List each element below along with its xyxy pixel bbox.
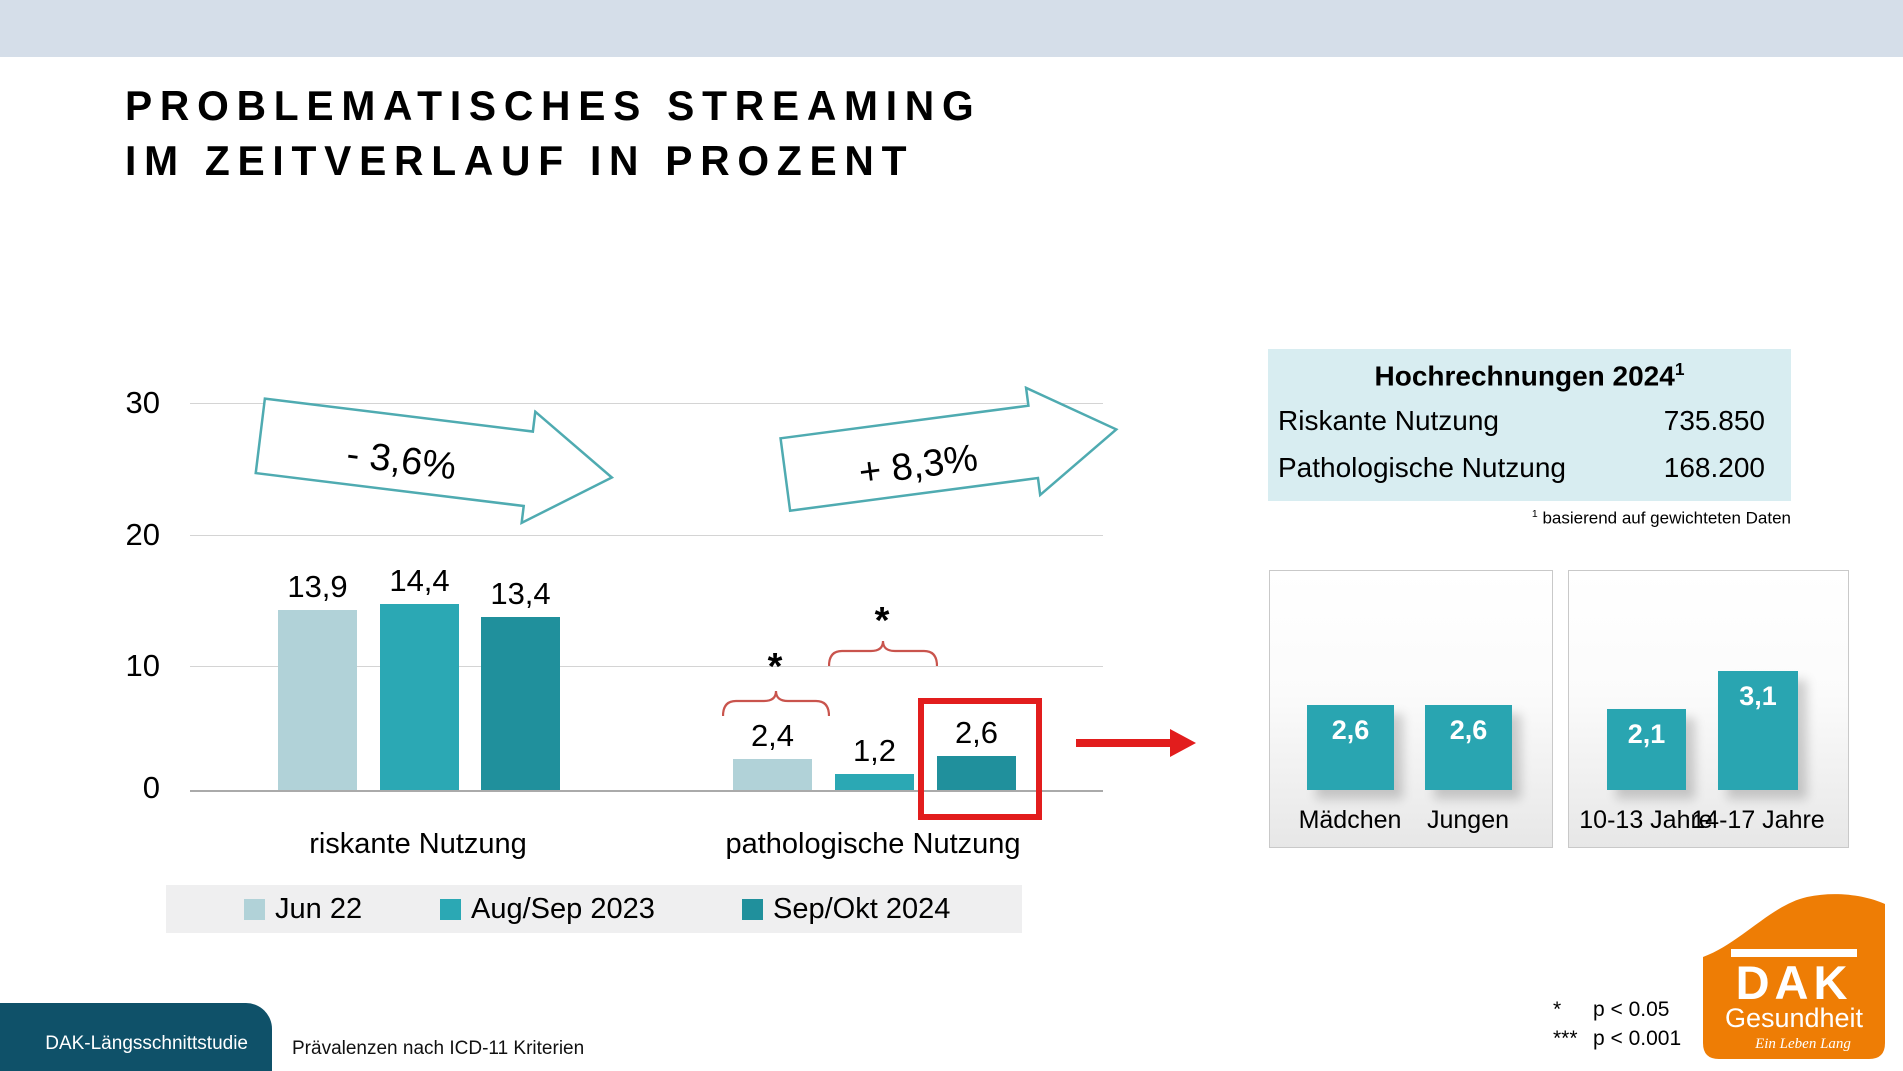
mini-bar-10-13: 2,1 — [1607, 709, 1686, 790]
mini-chart-age: 2,1 3,1 10-13 Jahre 14-17 Jahre — [1568, 570, 1849, 848]
projection-row-value: 735.850 — [1663, 405, 1765, 437]
footer-subtitle: Prävalenzen nach ICD-11 Kriterien — [292, 1038, 585, 1059]
sig-symbol-2: *** — [1553, 1027, 1578, 1050]
sig-text-1: p < 0.05 — [1593, 998, 1670, 1021]
bar-riskant-sepokt2024: 13,4 — [481, 402, 560, 790]
footer-study-tab-label: DAK-Längsschnittstudie — [45, 1033, 248, 1054]
bar-value-label: 13,9 — [287, 569, 348, 604]
slide-title-line2: IM ZEITVERLAUF IN PROZENT — [125, 137, 915, 184]
legend-item-jun22: Jun 22 — [244, 885, 362, 933]
legend-item-sepokt2024: Sep/Okt 2024 — [742, 885, 950, 933]
projection-table-title-sup: 1 — [1674, 359, 1685, 379]
gridline-20 — [190, 535, 1103, 536]
mini-bar-jungen: 2,6 — [1425, 705, 1512, 790]
mini-bar-14-17: 3,1 — [1718, 671, 1798, 790]
logo-brand-text: DAK — [1736, 956, 1853, 1009]
slide-title: PROBLEMATISCHES STREAMING IM ZEITVERLAUF… — [125, 78, 981, 188]
bar-fill — [733, 759, 812, 790]
bar-fill — [380, 604, 459, 790]
bar-value-label: 2,4 — [750, 718, 795, 753]
y-axis-tick-20: 20 — [125, 517, 160, 552]
projection-row-label: Riskante Nutzung — [1278, 405, 1500, 437]
bar-value-label: 13,4 — [490, 576, 551, 611]
footnote-sup: 1 — [1531, 508, 1538, 520]
projection-table-footnote: 1 basierend auf gewichteten Daten — [1268, 508, 1791, 529]
gridline-30 — [190, 403, 1103, 404]
category-label-riskante-nutzung: riskante Nutzung — [309, 828, 527, 860]
mini-cat-14-17: 14-17 Jahre — [1691, 806, 1825, 834]
bar-fill — [937, 756, 1016, 790]
block-arrow-right-icon — [254, 397, 615, 526]
mini-bar-value: 2,1 — [1627, 719, 1666, 749]
top-accent-bar — [0, 0, 1903, 57]
red-arrow-icon — [1076, 729, 1196, 757]
gridline-10 — [190, 666, 1103, 667]
projection-row-label: Pathologische Nutzung — [1278, 452, 1566, 484]
legend-label: Aug/Sep 2023 — [471, 892, 655, 925]
sig-text-2: p < 0.001 — [1593, 1027, 1682, 1050]
change-arrow-pathologisch: + 8,3% — [776, 374, 1130, 547]
mini-cat-maedchen: Mädchen — [1298, 806, 1402, 834]
projection-table: Hochrechnungen 20241 Riskante Nutzung 73… — [1268, 349, 1791, 501]
x-axis-baseline — [190, 790, 1103, 792]
category-label-pathologische-nutzung: pathologische Nutzung — [725, 828, 1021, 860]
significance-legend: * p < 0.05 *** p < 0.001 — [1553, 995, 1681, 1053]
chart-legend: Jun 22 Aug/Sep 2023 Sep/Okt 2024 — [166, 885, 1022, 933]
mini-cat-jungen: Jungen — [1426, 806, 1510, 834]
legend-label: Sep/Okt 2024 — [773, 892, 951, 925]
bar-pathologisch-sepokt2024: 2,6 — [937, 402, 1016, 790]
y-axis-tick-30: 30 — [125, 385, 160, 420]
highlight-box-2-6 — [918, 698, 1042, 820]
y-axis-tick-10: 10 — [125, 648, 160, 683]
slide-title-line1: PROBLEMATISCHES STREAMING — [125, 82, 982, 129]
bar-value-label: 1,2 — [852, 733, 897, 768]
legend-swatch — [440, 898, 461, 920]
change-arrow-riskant: - 3,6% — [249, 377, 623, 555]
bar-riskant-augsep2023: 14,4 — [380, 402, 459, 790]
mini-bar-value: 2,6 — [1331, 715, 1370, 745]
mini-chart-gender: 2,6 2,6 Mädchen Jungen — [1269, 570, 1553, 848]
bar-fill — [481, 617, 560, 790]
block-arrow-right-icon — [779, 385, 1119, 513]
footer-study-tab: DAK-Längsschnittstudie — [0, 1003, 272, 1071]
bar-value-label: 2,6 — [954, 715, 999, 750]
bar-riskant-jun22: 13,9 — [278, 402, 357, 790]
significance-brace-icon — [828, 640, 938, 667]
significance-asterisk-1: * — [767, 646, 783, 688]
bar-fill — [835, 774, 914, 790]
legend-swatch — [742, 898, 763, 920]
projection-row-value: 168.200 — [1663, 452, 1765, 484]
significance-brace-icon — [722, 690, 830, 717]
mini-bar-maedchen: 2,6 — [1307, 705, 1394, 790]
bar-chart-plot-area: 13,9 14,4 13,4 2,4 1,2 2,6 — [190, 402, 1103, 792]
bar-fill — [278, 610, 357, 790]
logo-overline — [1731, 949, 1857, 957]
bar-pathologisch-jun22: 2,4 — [733, 402, 812, 790]
projection-table-title: Hochrechnungen 20241 — [1268, 359, 1791, 392]
legend-label: Jun 22 — [275, 892, 363, 925]
logo-tagline-text: Ein Leben Lang — [1754, 1036, 1851, 1052]
logo-background — [1703, 894, 1885, 1059]
bar-value-label: 14,4 — [389, 563, 450, 598]
bar-pathologisch-augsep2023: 1,2 — [835, 402, 914, 790]
mini-bar-value: 3,1 — [1739, 681, 1777, 711]
legend-swatch — [244, 898, 265, 920]
projection-row-pathologisch: Pathologische Nutzung 168.200 — [1268, 452, 1791, 484]
footnote-text: basierend auf gewichteten Daten — [1542, 508, 1791, 528]
y-axis-tick-0: 0 — [142, 770, 160, 805]
significance-asterisk-2: * — [874, 600, 890, 642]
dak-gesundheit-logo: DAK Gesundheit Ein Leben Lang — [1703, 894, 1885, 1059]
projection-row-riskant: Riskante Nutzung 735.850 — [1268, 405, 1791, 437]
mini-bar-value: 2,6 — [1449, 715, 1488, 745]
mini-cat-10-13: 10-13 Jahre — [1579, 806, 1713, 834]
legend-item-augsep2023: Aug/Sep 2023 — [440, 885, 655, 933]
sig-symbol-1: * — [1553, 998, 1562, 1021]
logo-subbrand-text: Gesundheit — [1725, 1003, 1864, 1033]
projection-table-title-text: Hochrechnungen 2024 — [1374, 360, 1675, 392]
